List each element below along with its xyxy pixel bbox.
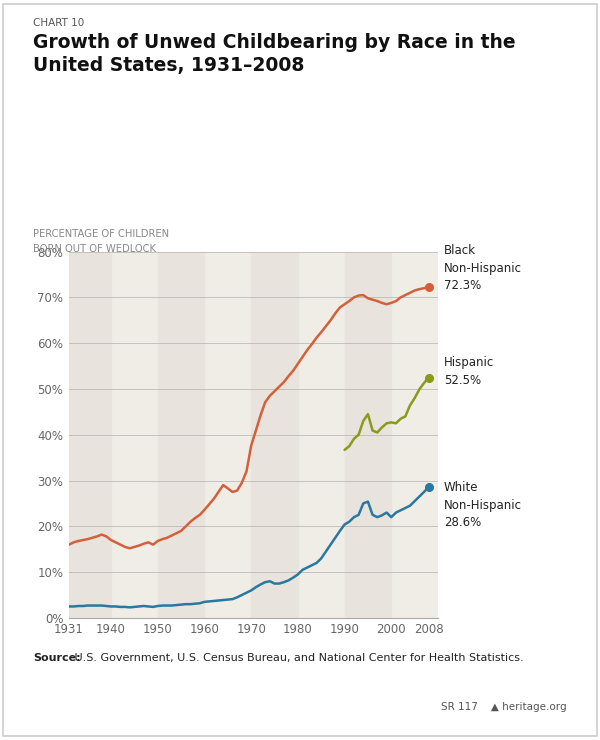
Bar (344, 252, 391, 618)
Text: CHART 10: CHART 10 (33, 18, 84, 29)
Text: Source:: Source: (33, 653, 80, 663)
Text: Black
Non-Hispanic
72.3%: Black Non-Hispanic 72.3% (443, 244, 521, 292)
Text: SR 117    ▲ heritage.org: SR 117 ▲ heritage.org (442, 702, 567, 712)
Text: Growth of Unwed Childbearing by Race in the
United States, 1931–2008: Growth of Unwed Childbearing by Race in … (33, 33, 515, 75)
Text: U.S. Government, U.S. Census Bureau, and National Center for Health Statistics.: U.S. Government, U.S. Census Bureau, and… (71, 653, 523, 663)
Bar (251, 252, 298, 618)
Bar (158, 252, 205, 618)
Text: PERCENTAGE OF CHILDREN
BORN OUT OF WEDLOCK: PERCENTAGE OF CHILDREN BORN OUT OF WEDLO… (33, 229, 169, 255)
Text: White
Non-Hispanic
28.6%: White Non-Hispanic 28.6% (443, 482, 521, 529)
Bar (69, 252, 111, 618)
Text: Hispanic
52.5%: Hispanic 52.5% (443, 357, 494, 387)
